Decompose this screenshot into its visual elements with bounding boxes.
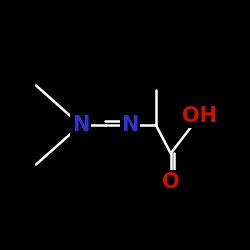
Text: N: N <box>121 115 139 135</box>
Text: N: N <box>72 115 89 135</box>
Text: OH: OH <box>182 106 217 126</box>
Text: O: O <box>162 172 180 192</box>
